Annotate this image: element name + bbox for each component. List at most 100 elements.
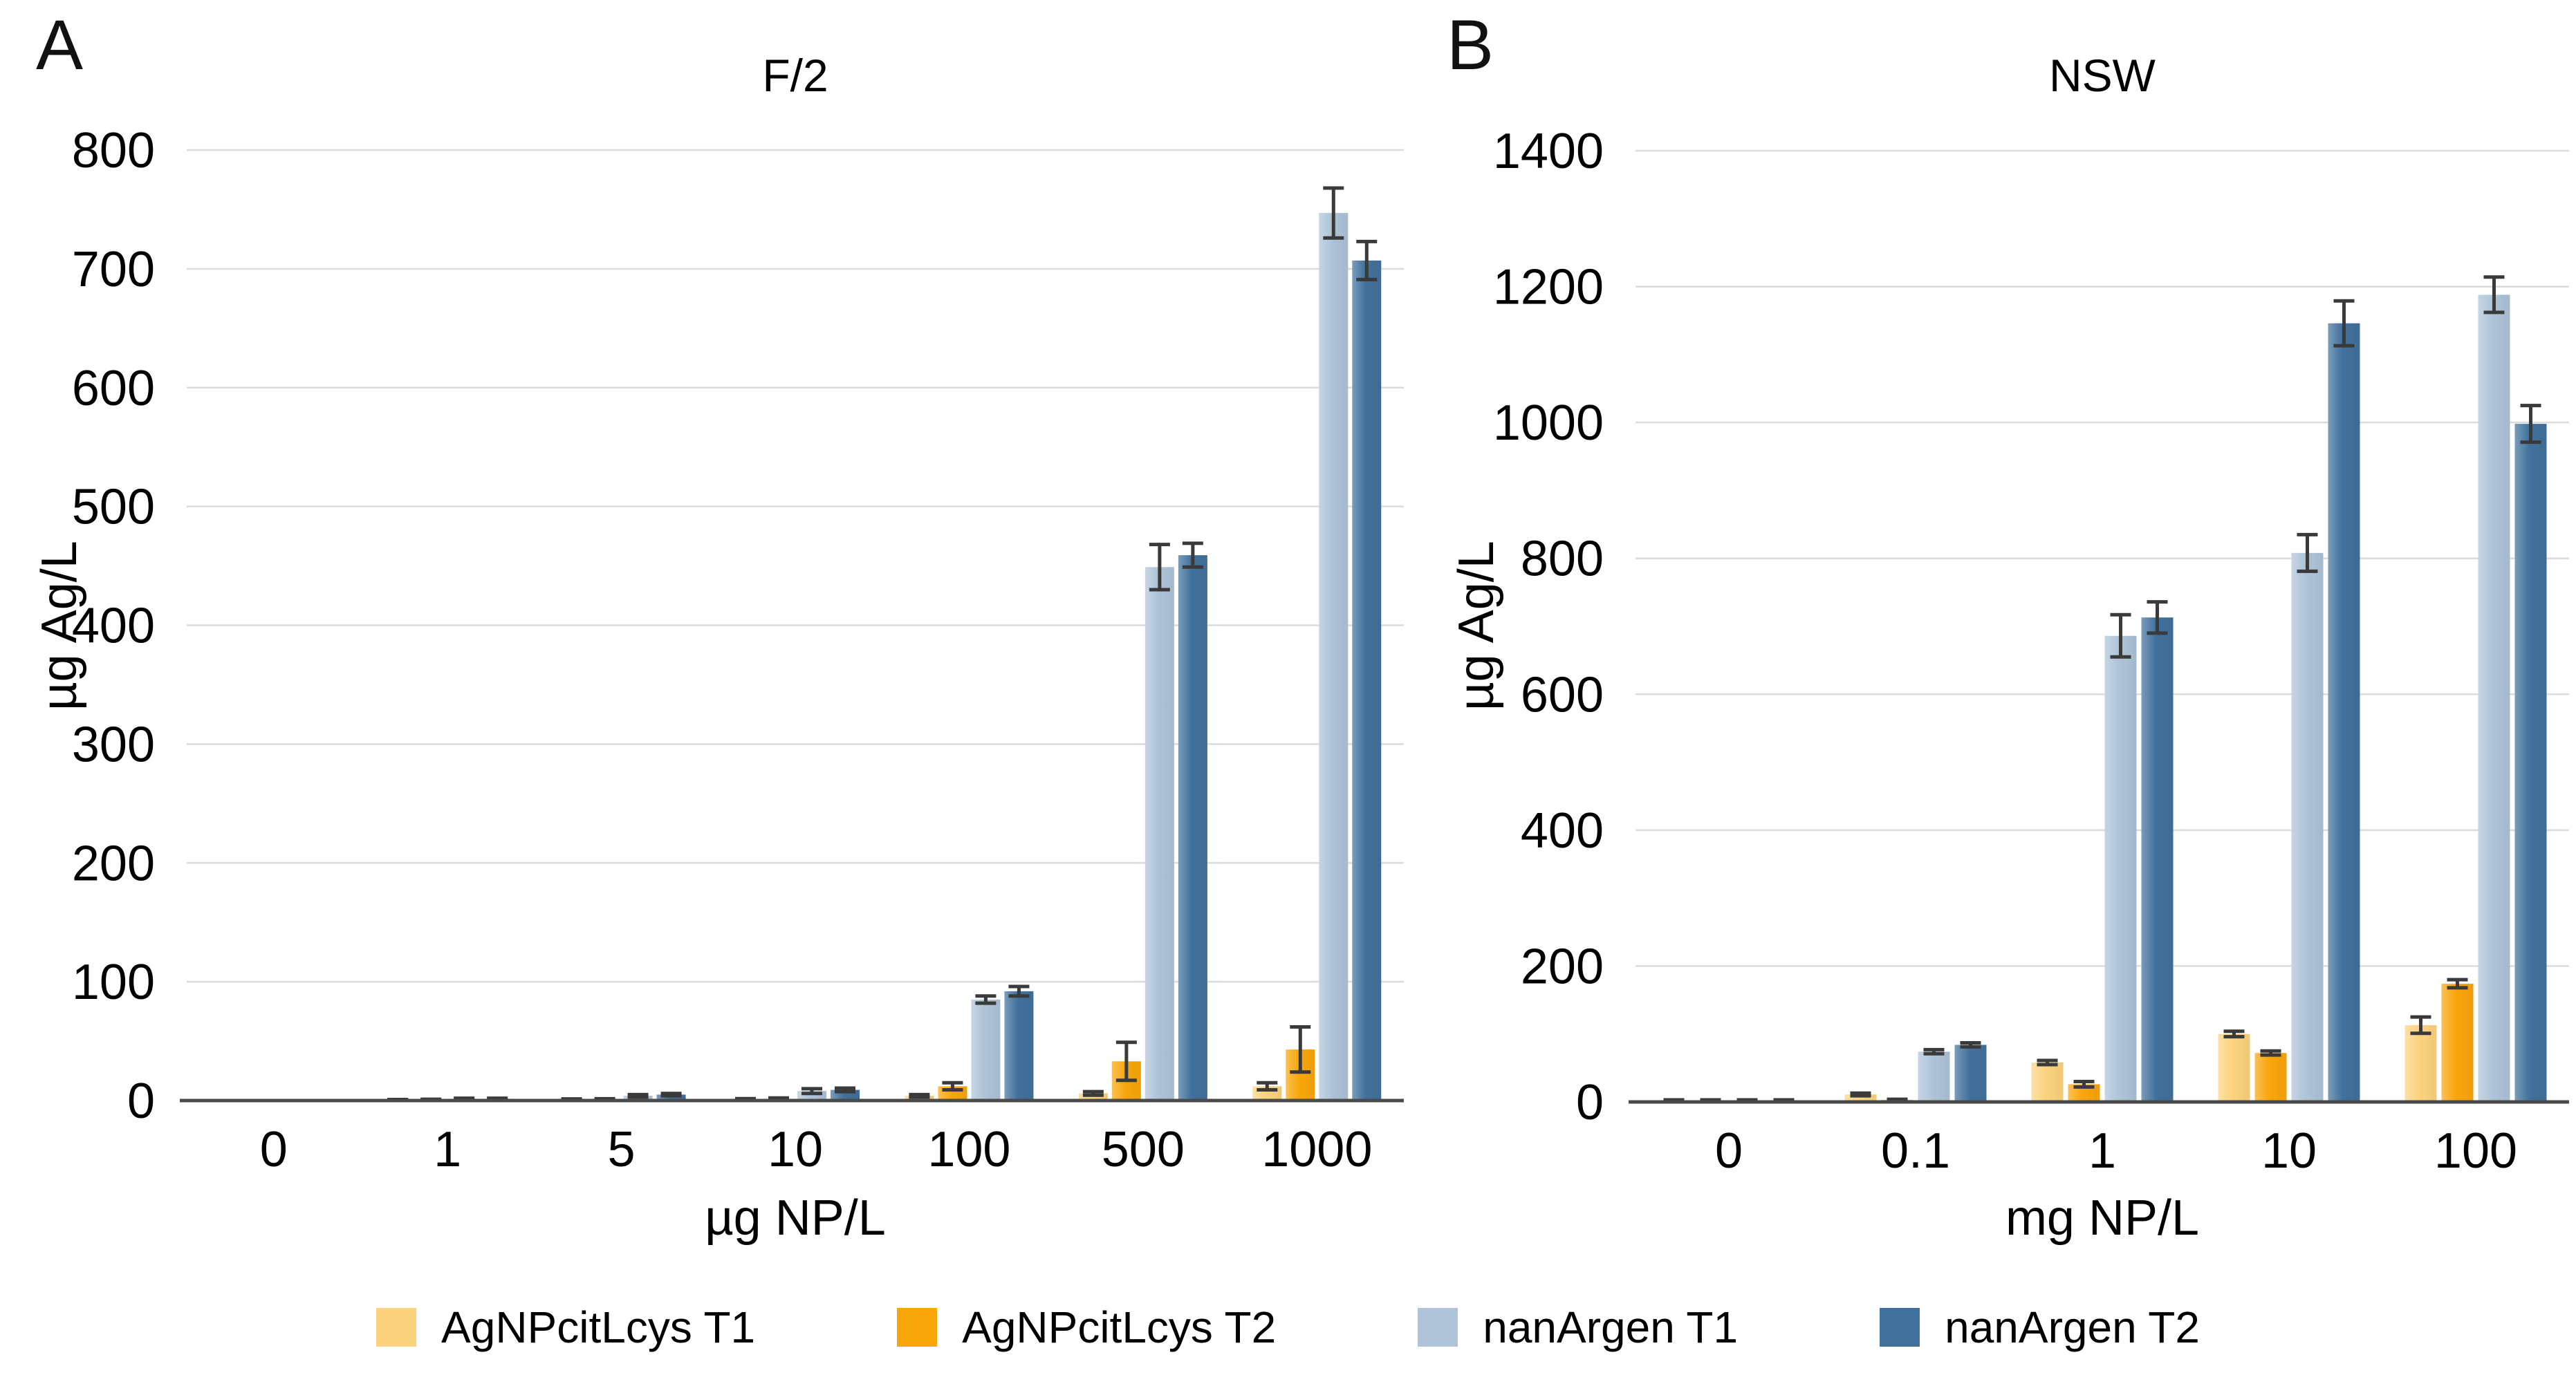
y-tick-label: 300 bbox=[72, 717, 155, 772]
error-bar bbox=[2483, 275, 2505, 315]
bar bbox=[1145, 567, 1174, 1101]
error-bar bbox=[1008, 984, 1030, 998]
y-tick-label: 400 bbox=[1521, 803, 1604, 859]
error-bar bbox=[1323, 186, 1344, 240]
x-tick-label: 0 bbox=[1715, 1123, 1743, 1179]
error-bar bbox=[2447, 978, 2468, 990]
y-tick-label: 500 bbox=[72, 480, 155, 535]
error-bar bbox=[660, 1092, 682, 1098]
legend-item-nanargen-t1: nanArgen T1 bbox=[1418, 1305, 1738, 1349]
error-bar bbox=[942, 1081, 963, 1092]
chart-b-plot-area: 0 200 400 600 800 1000 1200 1400 0 0.1 1 10 100 bbox=[1493, 124, 2569, 1179]
error-bar bbox=[1257, 1081, 1278, 1092]
y-tick-label: 100 bbox=[72, 955, 155, 1010]
bar bbox=[2104, 635, 2137, 1102]
panel-b-label: B bbox=[1447, 6, 1494, 84]
error-bar bbox=[1923, 1047, 1945, 1056]
legend-item-agnpcitlcys-t2: AgNPcitLcys T2 bbox=[897, 1305, 1276, 1349]
bar bbox=[2478, 294, 2510, 1102]
error-bar bbox=[2333, 299, 2355, 348]
error-bar bbox=[1182, 541, 1203, 569]
error-bar bbox=[2073, 1080, 2095, 1089]
legend-item-agnpcitlcys-t1: AgNPcitLcys T1 bbox=[376, 1305, 755, 1349]
error-bar bbox=[2297, 532, 2318, 573]
y-tick-label: 800 bbox=[72, 123, 155, 178]
error-bar bbox=[2223, 1029, 2245, 1039]
legend-item-nanargen-t2: nanArgen T2 bbox=[1880, 1305, 2200, 1349]
error-bar bbox=[2110, 612, 2131, 659]
bar bbox=[1178, 555, 1207, 1101]
x-tick-label: 1 bbox=[2088, 1123, 2116, 1179]
y-tick-label: 600 bbox=[1521, 667, 1604, 722]
y-tick-label: 400 bbox=[72, 599, 155, 654]
bar bbox=[971, 999, 1001, 1101]
bar bbox=[1004, 991, 1034, 1101]
error-bar bbox=[2410, 1015, 2431, 1036]
x-tick-label: 5 bbox=[608, 1122, 636, 1177]
bar bbox=[1918, 1051, 1950, 1102]
error-bar bbox=[909, 1092, 930, 1099]
y-tick-label: 0 bbox=[127, 1074, 155, 1129]
y-tick-label: 200 bbox=[1521, 939, 1604, 994]
bar bbox=[2291, 552, 2324, 1102]
bar bbox=[2328, 323, 2360, 1102]
x-tick-label: 0.1 bbox=[1881, 1123, 1950, 1179]
legend-label-agnpcitlcys-t2: AgNPcitLcys T2 bbox=[962, 1302, 1277, 1352]
error-bar bbox=[2037, 1058, 2058, 1067]
bar bbox=[1319, 213, 1349, 1101]
x-tick-label: 10 bbox=[768, 1122, 823, 1177]
y-tick-label: 200 bbox=[72, 836, 155, 891]
error-bar bbox=[2520, 404, 2541, 445]
legend-label-nanargen-t2: nanArgen T2 bbox=[1945, 1302, 2200, 1352]
y-tick-label: 800 bbox=[1521, 532, 1604, 587]
x-tick-label: 100 bbox=[927, 1122, 1010, 1177]
chart-a-plot-area: 0 100 200 300 400 500 600 700 800 0 1 5 10 100 500 1000 bbox=[72, 123, 1404, 1177]
legend-swatch-nanargen-t2 bbox=[1880, 1308, 1920, 1347]
bar bbox=[2514, 424, 2547, 1102]
x-tick-label: 1000 bbox=[1261, 1122, 1372, 1177]
bar bbox=[2254, 1053, 2287, 1102]
x-tick-label: 100 bbox=[2434, 1123, 2517, 1179]
error-bar bbox=[975, 994, 997, 1005]
error-bar bbox=[835, 1086, 855, 1094]
error-bar bbox=[1290, 1025, 1311, 1074]
bar bbox=[2141, 617, 2174, 1102]
error-bar bbox=[1850, 1091, 1871, 1098]
bar bbox=[2404, 1025, 2437, 1102]
y-tick-label: 0 bbox=[1576, 1075, 1604, 1130]
bar bbox=[1352, 260, 1382, 1101]
bar bbox=[1954, 1045, 1987, 1102]
legend-label-nanargen-t1: nanArgen T1 bbox=[1483, 1302, 1739, 1352]
bar bbox=[2441, 983, 2474, 1102]
legend: AgNPcitLcys T1 AgNPcitLcys T2 nanArgen T… bbox=[0, 1305, 2576, 1349]
chart-b-title: NSW bbox=[2049, 50, 2156, 101]
y-tick-label: 1400 bbox=[1493, 124, 1604, 179]
error-bar bbox=[2147, 600, 2168, 635]
bar bbox=[656, 1094, 686, 1101]
y-tick-label: 700 bbox=[72, 242, 155, 297]
x-tick-label: 500 bbox=[1102, 1122, 1185, 1177]
error-bar bbox=[2260, 1049, 2281, 1057]
error-bar bbox=[801, 1087, 822, 1096]
error-bar bbox=[1960, 1040, 1981, 1049]
y-tick-label: 600 bbox=[72, 361, 155, 416]
x-tick-label: 1 bbox=[434, 1122, 461, 1177]
legend-swatch-agnpcitlcys-t1 bbox=[376, 1308, 417, 1347]
y-tick-label: 1200 bbox=[1493, 260, 1604, 315]
legend-swatch-agnpcitlcys-t2 bbox=[897, 1308, 938, 1347]
chart-a-title: F/2 bbox=[762, 50, 828, 101]
bar bbox=[2031, 1062, 2064, 1102]
x-tick-label: 0 bbox=[260, 1122, 288, 1177]
error-bar bbox=[627, 1092, 649, 1099]
y-tick-label: 1000 bbox=[1493, 395, 1604, 451]
bar bbox=[2218, 1033, 2250, 1102]
error-bar bbox=[1149, 543, 1170, 592]
legend-label-agnpcitlcys-t1: AgNPcitLcys T1 bbox=[441, 1302, 756, 1352]
bar bbox=[1078, 1093, 1108, 1101]
error-bar bbox=[1082, 1089, 1104, 1097]
legend-swatch-nanargen-t1 bbox=[1418, 1308, 1458, 1347]
error-bar bbox=[1356, 239, 1378, 281]
bar bbox=[1844, 1094, 1877, 1102]
chart-a-x-axis-title: µg NP/L bbox=[705, 1190, 886, 1246]
